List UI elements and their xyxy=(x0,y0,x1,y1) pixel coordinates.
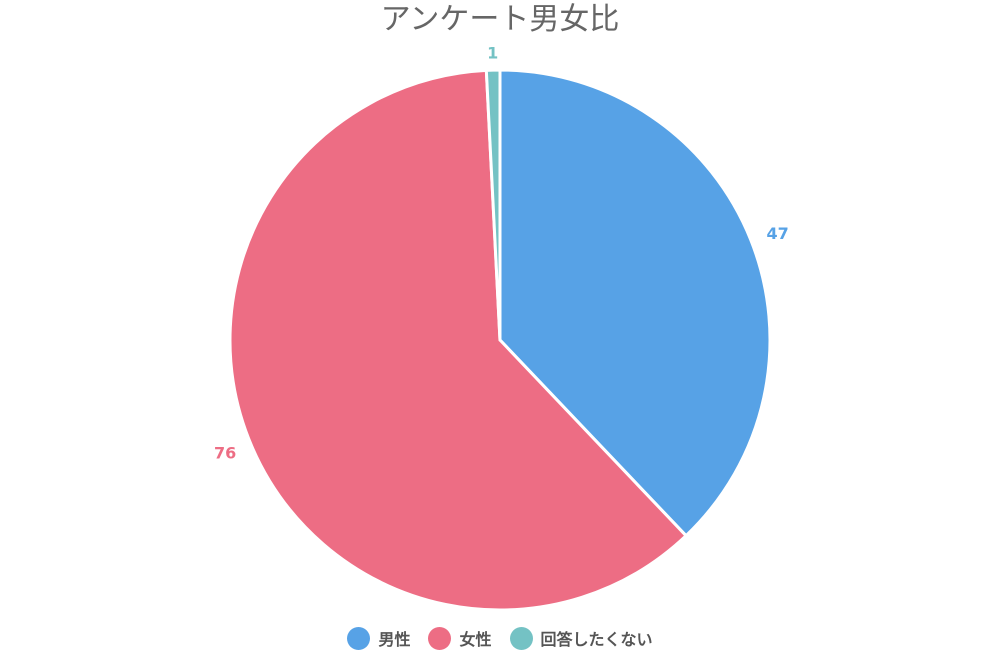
pie-slice-male[interactable] xyxy=(498,68,772,538)
data-label-no-answer: 1 xyxy=(487,44,498,63)
pie-slice-female[interactable] xyxy=(228,68,688,612)
pie-data-labels: 47 76 1 xyxy=(214,44,789,463)
legend: 男性 女性 回答したくない xyxy=(0,622,1000,654)
chart-title: アンケート男女比 xyxy=(380,2,620,37)
legend-item-no-answer[interactable]: 回答したくない xyxy=(509,626,653,650)
legend-marker-male xyxy=(347,626,371,650)
legend-item-male[interactable]: 男性 xyxy=(347,626,410,650)
legend-label-male: 男性 xyxy=(378,630,411,649)
legend-marker-no-answer xyxy=(509,626,533,650)
legend-label-no-answer: 回答したくない xyxy=(540,630,653,649)
data-label-female: 76 xyxy=(214,444,236,463)
pie-slices xyxy=(228,68,772,612)
legend-label-female: 女性 xyxy=(459,630,492,649)
pie-slice-no-answer[interactable] xyxy=(484,68,502,342)
data-label-male: 47 xyxy=(767,224,789,243)
legend-item-female[interactable]: 女性 xyxy=(428,626,492,650)
legend-marker-female xyxy=(428,626,452,650)
